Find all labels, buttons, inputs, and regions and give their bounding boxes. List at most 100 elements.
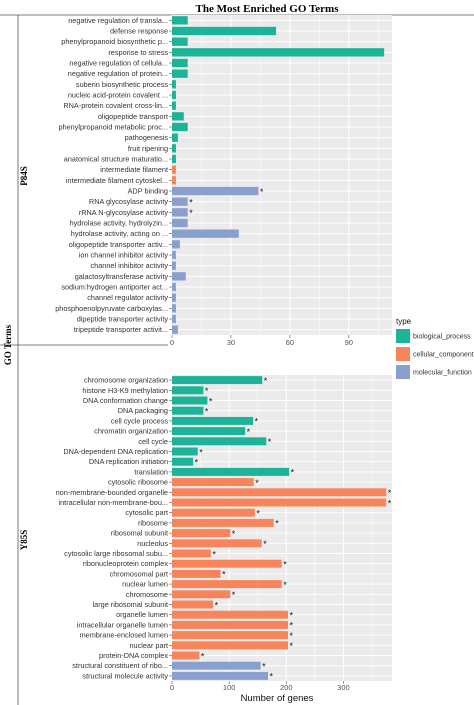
bar bbox=[172, 218, 188, 228]
legend: type biological_process cellular_componen… bbox=[396, 317, 474, 379]
panel-label-y85s: Y85S bbox=[19, 530, 29, 551]
bar bbox=[172, 282, 176, 292]
bar bbox=[172, 396, 208, 405]
significance-star: * bbox=[283, 580, 287, 590]
category-label: oligopeptide transporter activ... bbox=[69, 240, 168, 249]
bar bbox=[172, 26, 277, 36]
bar bbox=[172, 467, 290, 476]
category-label: structural constituent of ribo... bbox=[72, 661, 168, 670]
category-label: channel regulator activity bbox=[87, 293, 168, 302]
bar bbox=[172, 416, 254, 425]
bar bbox=[172, 620, 288, 629]
category-label: phenylpropanoid metabolic proc... bbox=[58, 123, 168, 132]
significance-star: * bbox=[232, 590, 236, 600]
category-label: nuclear lumen bbox=[122, 580, 168, 589]
category-label: histone H3-K9 methylation bbox=[82, 386, 168, 395]
category-label: ribosome bbox=[138, 518, 168, 527]
category-label: phenylpropanoid biosynthetic p... bbox=[61, 37, 168, 46]
category-label: dipeptide transporter activity bbox=[77, 315, 169, 324]
x-tick-label: 60 bbox=[286, 338, 294, 347]
legend-title: type bbox=[396, 317, 412, 326]
category-label: rRNA N-glycosylase activity bbox=[79, 208, 169, 217]
significance-star: * bbox=[268, 437, 272, 447]
significance-star: * bbox=[290, 631, 294, 641]
x-tick-label: 200 bbox=[280, 683, 293, 692]
bar bbox=[172, 508, 255, 517]
category-label: DNA conformation change bbox=[83, 396, 168, 405]
x-tick-label: 0 bbox=[170, 683, 174, 692]
bar bbox=[172, 240, 180, 249]
x-axis-title: Number of genes bbox=[241, 693, 314, 704]
significance-star: * bbox=[199, 447, 203, 457]
bar bbox=[172, 272, 186, 281]
category-label: chromosome organization bbox=[84, 376, 168, 385]
bar bbox=[172, 437, 267, 446]
bar bbox=[172, 610, 288, 619]
legend-key bbox=[396, 329, 410, 343]
chart-title: The Most Enriched GO Terms bbox=[195, 3, 339, 15]
plot-background bbox=[172, 15, 392, 335]
category-label: chromatin organization bbox=[94, 427, 168, 436]
bar bbox=[172, 165, 176, 174]
legend-label: cellular_component bbox=[413, 352, 474, 359]
significance-star: * bbox=[290, 611, 294, 621]
significance-star: * bbox=[215, 600, 219, 610]
category-label: ADP binding bbox=[128, 187, 168, 196]
bar bbox=[172, 197, 188, 206]
significance-star: * bbox=[232, 529, 236, 539]
legend-label: biological_process bbox=[413, 334, 471, 341]
bar bbox=[172, 325, 178, 334]
significance-star: * bbox=[388, 498, 392, 508]
category-label: membrane-enclosed lumen bbox=[80, 631, 168, 640]
bar bbox=[172, 122, 188, 132]
category-label: phosphoenolpyruvate carboxylas... bbox=[55, 304, 168, 313]
bar bbox=[172, 406, 204, 415]
category-label: hydrolase activity, acting on ... bbox=[71, 229, 168, 238]
category-label: oligopeptide transport bbox=[98, 112, 168, 121]
category-label: intracellular organelle lumen bbox=[77, 620, 168, 629]
bar bbox=[172, 478, 254, 487]
significance-star: * bbox=[283, 560, 287, 570]
significance-star: * bbox=[255, 478, 259, 488]
category-label: cytosolic large ribosomal subu... bbox=[64, 549, 168, 558]
significance-star: * bbox=[263, 539, 267, 549]
x-tick-label: 100 bbox=[223, 683, 236, 692]
significance-star: * bbox=[291, 468, 295, 478]
significance-star: * bbox=[388, 488, 392, 498]
bar bbox=[172, 559, 282, 568]
bar bbox=[172, 250, 176, 260]
category-label: RNA glycosylase activity bbox=[89, 197, 168, 206]
category-label: non-membrane-bounded organelle bbox=[56, 488, 168, 497]
category-label: response to stress bbox=[108, 48, 168, 57]
bar bbox=[172, 631, 288, 640]
category-label: negative regulation of transla... bbox=[68, 16, 168, 25]
bar bbox=[172, 58, 188, 68]
panel-label-p84s: P84S bbox=[19, 166, 29, 186]
bar bbox=[172, 133, 178, 142]
category-label: large ribosomal subunit bbox=[93, 600, 168, 609]
category-label: cell cycle process bbox=[111, 416, 169, 425]
y-axis-title: GO Terms bbox=[3, 324, 13, 365]
category-label: DNA replication initiation bbox=[89, 457, 168, 466]
category-label: defense response bbox=[110, 27, 168, 36]
bar bbox=[172, 293, 176, 302]
bar bbox=[172, 101, 176, 110]
bar bbox=[172, 498, 387, 507]
bar bbox=[172, 48, 385, 57]
category-label: anatomical structure maturatio... bbox=[64, 155, 168, 164]
category-label: suberin biosynthetic process bbox=[76, 80, 168, 89]
bar bbox=[172, 304, 176, 313]
bar bbox=[172, 671, 268, 680]
bar bbox=[172, 154, 176, 164]
category-label: protein-DNA complex bbox=[99, 651, 168, 660]
bar bbox=[172, 641, 288, 650]
category-label: nucleic acid-protein covalent ... bbox=[68, 91, 168, 100]
bar bbox=[172, 539, 262, 548]
category-label: DNA packaging bbox=[118, 406, 168, 415]
bar bbox=[172, 176, 176, 185]
category-label: DNA-dependent DNA replication bbox=[63, 447, 168, 456]
x-tick-label: 0 bbox=[170, 338, 174, 347]
significance-star: * bbox=[222, 570, 226, 580]
bar bbox=[172, 488, 387, 497]
category-label: structural molecule activity bbox=[82, 671, 168, 680]
